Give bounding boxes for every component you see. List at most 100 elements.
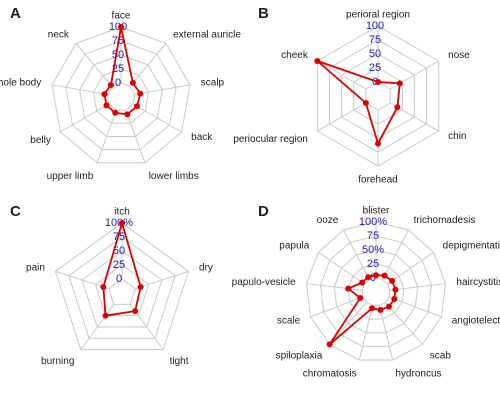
data-point [357,294,364,301]
data-point [134,103,141,110]
grid-ring [341,53,415,139]
axis-label: chromatosis [303,368,357,379]
axis-label: upper limb [47,171,94,182]
grid-ring [333,249,419,334]
tick-label: 75 [367,230,379,242]
axis-label: haircystitis [456,277,500,288]
axis-label: scab [430,350,452,361]
axis-label: papula [279,241,309,252]
data-point [137,283,144,290]
axis-label: the whole body [0,78,41,89]
grid-ring [365,81,391,111]
axis-label: angiotelectasis [452,315,500,326]
axis-label: lower limbs [149,171,199,182]
panel-label: A [10,5,21,22]
tick-label: 50 [112,49,124,61]
data-point [314,58,321,64]
tick-label: 100 [109,21,127,33]
grid-ring [68,236,176,339]
axis-label: tight [170,356,189,367]
data-point [101,91,108,98]
data-polygon [102,219,142,317]
tick-label: 50 [113,245,125,257]
axis-label: scale [277,315,301,326]
axis-label: ooze [317,215,339,226]
grid-ring [329,39,427,153]
data-point [345,285,352,292]
axis-label: nose [448,50,470,61]
tick-label: 0 [370,272,376,284]
data-point [391,295,398,302]
grid-ring [92,68,150,124]
grid-ring [305,221,447,361]
axis-label: trichomadesis [414,215,476,226]
axis-label: belly [30,135,51,146]
axis-label: back [191,132,213,143]
axis-label: chin [448,131,466,142]
data-point [119,220,125,226]
tick-label: 25 [367,258,379,270]
axis-label: scalp [201,78,225,89]
data-point [368,305,375,312]
data-point [107,81,114,88]
axis-label: papulo-vesicle [232,277,296,288]
axis-label: cheek [281,50,309,61]
tick-label: 50 [369,48,381,60]
axis-label: face [112,11,131,22]
tick-label: 0 [115,77,121,89]
data-point [118,24,124,30]
panel-label: D [258,203,269,220]
tick-label: 75 [113,231,125,243]
grid-ring [81,250,163,328]
data-point [124,111,131,118]
axis-label: hydroncus [395,368,441,379]
data-point [326,341,333,348]
axis-label: blister [363,206,390,217]
panel-label: B [258,5,269,22]
data-point [359,279,366,286]
tick-label: 25 [369,62,381,74]
data-point [112,109,119,116]
data-point [100,283,107,290]
data-point [385,303,392,310]
data-point [132,308,139,315]
data-point [381,272,388,279]
data-point [396,80,403,87]
tick-label: 0 [116,273,122,285]
grid-ring [94,264,150,317]
grid-ring [347,263,405,320]
tick-label: 25 [113,259,125,271]
axis-label: depigmentation [443,241,500,252]
grid-ring [51,26,191,164]
data-point [103,102,110,109]
data-point [377,306,384,313]
axis-label: itch [114,207,130,218]
axis-label: pain [26,263,45,274]
grid-ring [361,277,391,307]
data-point [373,272,379,279]
tick-label: 100 [366,20,384,32]
data-point [365,274,372,281]
axis-label: perioral region [346,10,410,21]
data-point [102,312,109,319]
axis-label: spiloplaxia [276,350,323,361]
tick-label: 75 [369,34,381,46]
data-point [375,140,381,147]
axis-label: burning [41,356,74,367]
data-point [375,79,381,85]
data-point [129,79,136,86]
grid-ring [79,54,163,137]
axis-label: forehead [358,175,397,186]
axis-label: periocular region [233,134,308,145]
grid-ring [106,82,136,111]
grid-ring [65,40,177,151]
axis-label: dry [199,263,213,274]
tick-label: 50% [362,244,384,256]
data-point [137,90,144,97]
axis-label: neck [48,30,70,41]
panel-label: C [10,203,21,220]
data-polygon [103,26,142,116]
grid-ring [319,235,433,347]
axis-label: external auricle [173,30,241,41]
